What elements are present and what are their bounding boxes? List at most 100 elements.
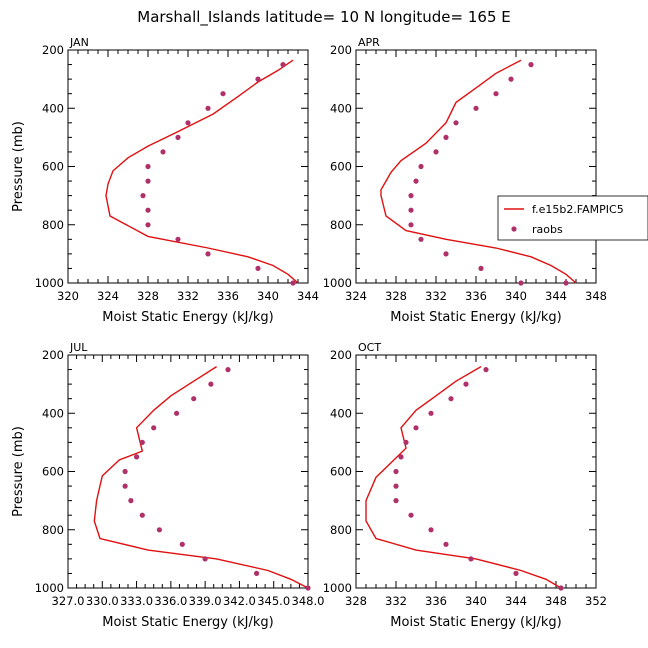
x-tick-label: 340 xyxy=(465,594,487,608)
y-tick-label: 800 xyxy=(42,218,64,232)
panel-label: APR xyxy=(358,36,380,49)
x-tick-label: 332 xyxy=(177,289,199,303)
x-tick-label: 336 xyxy=(425,594,447,608)
obs-point xyxy=(483,367,489,373)
y-tick-label: 200 xyxy=(42,348,64,362)
obs-point xyxy=(428,527,434,533)
panel-label: JAN xyxy=(69,36,89,49)
obs-point xyxy=(280,62,286,68)
y-tick-label: 200 xyxy=(42,43,64,57)
obs-point xyxy=(558,585,564,591)
obs-point xyxy=(563,280,569,286)
y-tick-label: 400 xyxy=(330,406,352,420)
x-axis-label: Moist Static Energy (kJ/kg) xyxy=(102,310,273,325)
obs-point xyxy=(428,410,434,416)
obs-point xyxy=(305,585,311,591)
legend-obs-label: raobs xyxy=(532,223,563,236)
obs-point xyxy=(413,425,419,431)
x-tick-label: 342.0 xyxy=(223,594,256,608)
legend-box xyxy=(497,195,648,241)
x-axis-label: Moist Static Energy (kJ/kg) xyxy=(390,310,561,325)
legend-model-label: f.e15b2.FAMPIC5 xyxy=(532,203,624,216)
obs-point xyxy=(433,149,439,155)
obs-point xyxy=(493,91,499,97)
x-tick-label: 320 xyxy=(57,289,79,303)
x-tick-label: 348.0 xyxy=(292,594,325,608)
obs-point xyxy=(151,425,157,431)
obs-point xyxy=(174,410,180,416)
model-series-line xyxy=(93,366,309,589)
obs-point xyxy=(122,483,128,489)
obs-point xyxy=(220,91,226,97)
obs-point xyxy=(443,251,449,257)
obs-point xyxy=(254,570,260,577)
model-series-line xyxy=(365,365,562,589)
model-series-line xyxy=(105,59,299,284)
x-tick-label: 333.0 xyxy=(120,594,153,608)
obs-point xyxy=(145,207,151,213)
obs-point xyxy=(160,149,166,155)
y-tick-label: 1000 xyxy=(35,276,64,290)
obs-point xyxy=(513,570,519,577)
x-tick-label: 328 xyxy=(137,289,159,303)
x-tick-label: 332 xyxy=(425,289,447,303)
y-tick-label: 1000 xyxy=(35,581,64,595)
y-tick-label: 600 xyxy=(330,160,352,174)
obs-point xyxy=(185,120,191,126)
x-tick-label: 340 xyxy=(505,289,527,303)
obs-point xyxy=(139,439,145,445)
x-tick-label: 348 xyxy=(585,289,607,303)
obs-point xyxy=(156,527,162,533)
plot-frame xyxy=(355,49,597,284)
legend-obs-swatch xyxy=(511,226,517,232)
x-tick-label: 348 xyxy=(545,594,567,608)
obs-point xyxy=(478,265,484,271)
obs-point xyxy=(468,556,474,562)
obs-point xyxy=(463,381,469,387)
x-tick-label: 328 xyxy=(345,594,367,608)
obs-point xyxy=(418,163,424,170)
y-tick-label: 400 xyxy=(42,406,64,420)
obs-point xyxy=(191,396,197,402)
x-tick-label: 340 xyxy=(257,289,279,303)
y-tick-label: 800 xyxy=(42,523,64,537)
obs-point xyxy=(145,222,151,228)
x-tick-label: 336 xyxy=(217,289,239,303)
y-tick-label: 600 xyxy=(42,160,64,174)
obs-point xyxy=(413,178,419,184)
y-axis-label: Pressure (mb) xyxy=(11,121,26,212)
x-tick-label: 336.0 xyxy=(154,594,187,608)
x-axis-label: Moist Static Energy (kJ/kg) xyxy=(102,615,273,630)
panel-apr: APR 324 328 332 336 340 344 348 200 400 600 800 1000… xyxy=(323,36,607,325)
x-tick-label: 324 xyxy=(345,289,367,303)
y-tick-label: 600 xyxy=(330,465,352,479)
x-tick-label: 344 xyxy=(297,289,319,303)
obs-point xyxy=(145,178,151,184)
obs-point xyxy=(225,367,231,373)
legend: f.e15b2.FAMPIC5 raobs xyxy=(497,195,648,241)
obs-point xyxy=(393,468,399,475)
x-tick-label: 332 xyxy=(385,594,407,608)
x-tick-label: 327.0 xyxy=(52,594,85,608)
y-tick-label: 200 xyxy=(330,348,352,362)
x-tick-label: 324 xyxy=(97,289,119,303)
obs-point xyxy=(208,381,214,387)
panel-oct: OCT 328 332 336 340 344 348 352 200 400 600 800 1000… xyxy=(323,341,607,630)
obs-point xyxy=(448,396,454,402)
obs-point xyxy=(473,105,479,111)
obs-point xyxy=(443,541,449,547)
x-axis-label: Moist Static Energy (kJ/kg) xyxy=(390,615,561,630)
obs-point xyxy=(393,498,399,504)
obs-point xyxy=(290,280,296,286)
obs-point xyxy=(508,76,514,82)
obs-point xyxy=(128,498,134,504)
obs-point xyxy=(202,556,208,562)
obs-point xyxy=(255,76,261,82)
obs-point xyxy=(140,193,146,199)
y-tick-label: 800 xyxy=(330,218,352,232)
model-series-line xyxy=(380,59,577,284)
y-tick-label: 200 xyxy=(330,43,352,57)
obs-point xyxy=(134,454,140,460)
x-tick-label: 336 xyxy=(465,289,487,303)
